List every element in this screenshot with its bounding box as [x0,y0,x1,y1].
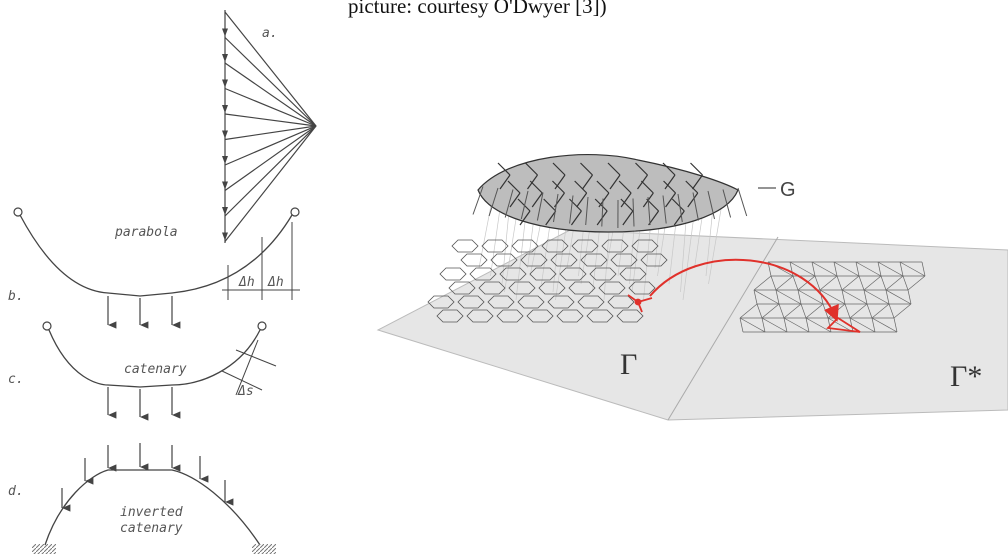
delta-h-label-1: Δh [238,275,255,290]
dual-graph [739,261,926,333]
catenary-curve [42,321,267,421]
plane-label-gamma: Γ [620,348,637,381]
delta-h-dimensions [222,222,300,300]
delta-s-label: Δs [237,384,254,399]
dual-graph-diagram: G Γ Γ* [376,153,1008,421]
highlight-triangle [826,316,861,333]
figure-caption: picture: courtesy O'Dwyer [3]) [348,0,607,18]
catenary-label: catenary [124,362,187,377]
parabola-label: parabola [114,225,178,240]
force-diagram: a. parabola b. Δh Δh catenary c. Δs [8,10,317,554]
force-polygon [222,10,317,243]
planar-graph [427,239,668,323]
graph-label-g: G [780,179,796,201]
inverted-label-line1: inverted [120,505,183,520]
panel-label-c: c. [8,372,24,387]
dome-graph [472,153,748,233]
panel-label-a: a. [262,26,278,41]
inverted-label-line2: catenary [120,521,183,536]
delta-s-dimension [221,339,277,396]
inverted-catenary-curve [32,443,276,554]
duality-arrow [649,258,839,322]
highlight-vertex [627,294,653,313]
parabola-curve [13,207,300,329]
panel-label-d: d. [8,484,24,499]
delta-h-label-2: Δh [267,275,284,290]
projection-plane [376,229,1008,421]
dual-label-gamma-star: Γ* [950,360,982,393]
panel-label-b: b. [8,289,24,304]
